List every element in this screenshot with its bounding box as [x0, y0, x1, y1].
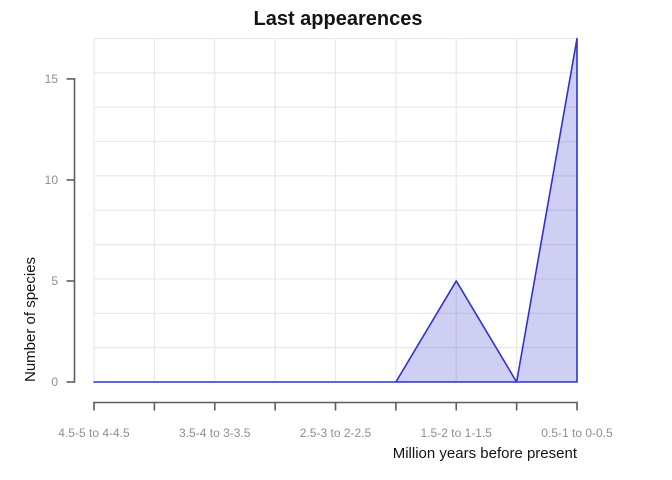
x-axis-title: Million years before present: [393, 445, 578, 462]
x-tick-label: 1.5-2 to 1-1.5: [421, 426, 493, 440]
y-axis-title: Number of species: [22, 257, 39, 382]
y-tick-label: 0: [51, 375, 58, 389]
x-tick-label: 0.5-1 to 0-0.5: [541, 426, 613, 440]
y-tick-label: 5: [51, 274, 58, 288]
y-axis: 0 5 10 15: [45, 72, 76, 389]
x-tick-label: 3.5-4 to 3-3.5: [179, 426, 251, 440]
x-tick-label: 2.5-3 to 2-2.5: [300, 426, 372, 440]
area-series: [93, 37, 578, 383]
x-tick-label: 4.5-5 to 4-4.5: [58, 426, 130, 440]
y-tick-label: 10: [45, 173, 59, 187]
area-path: [93, 37, 578, 383]
x-axis: 4.5-5 to 4-4.5 3.5-4 to 3-3.5 2.5-3 to 2-2…: [58, 401, 613, 440]
y-tick-label: 15: [45, 72, 59, 86]
chart-title: Last appearences: [254, 8, 423, 30]
